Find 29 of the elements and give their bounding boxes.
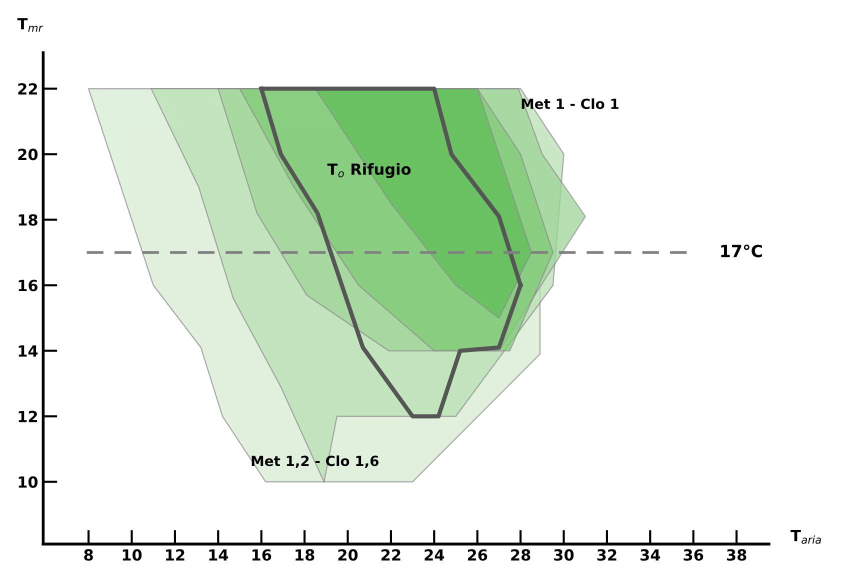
x-tick-label: 34 bbox=[640, 549, 660, 561]
ref-line-label: 17°C bbox=[721, 244, 762, 258]
y-tick-label: 14 bbox=[18, 345, 38, 357]
x-tick-label: 10 bbox=[122, 549, 142, 561]
x-tick-label: 26 bbox=[468, 549, 488, 561]
x-tick-label: 36 bbox=[684, 549, 704, 561]
x-axis-title: T$_{aria}$ bbox=[790, 530, 821, 544]
x-tick-label: 30 bbox=[554, 549, 574, 561]
x-tick-label: 8 bbox=[84, 549, 93, 561]
x-tick-label: 38 bbox=[726, 549, 746, 561]
y-tick-label: 12 bbox=[18, 410, 38, 422]
x-tick-label: 12 bbox=[166, 549, 184, 561]
x-tick-label: 16 bbox=[252, 549, 272, 561]
y-axis-title: T$_{mr}$ bbox=[17, 18, 44, 32]
y-tick-label: 18 bbox=[18, 214, 38, 226]
y-tick-label: 16 bbox=[18, 280, 38, 292]
x-tick-label: 20 bbox=[338, 549, 358, 561]
y-tick-label: 22 bbox=[18, 83, 38, 94]
x-tick-label: 24 bbox=[424, 549, 444, 561]
x-tick-label: 32 bbox=[597, 549, 616, 561]
text: T$_{o}$ Rifugio bbox=[327, 163, 411, 178]
x-tick-label: 14 bbox=[209, 549, 228, 561]
y-tick-label: 20 bbox=[18, 148, 38, 160]
x-tick-label: 18 bbox=[296, 549, 314, 561]
x-tick-label: 22 bbox=[382, 549, 400, 561]
x-tick-label: 28 bbox=[511, 549, 530, 561]
annotation: Met 1 - Clo 1 bbox=[522, 98, 618, 110]
annotation: Met 1,2 - Clo 1,6 bbox=[252, 455, 378, 468]
y-tick-label: 10 bbox=[18, 476, 38, 488]
